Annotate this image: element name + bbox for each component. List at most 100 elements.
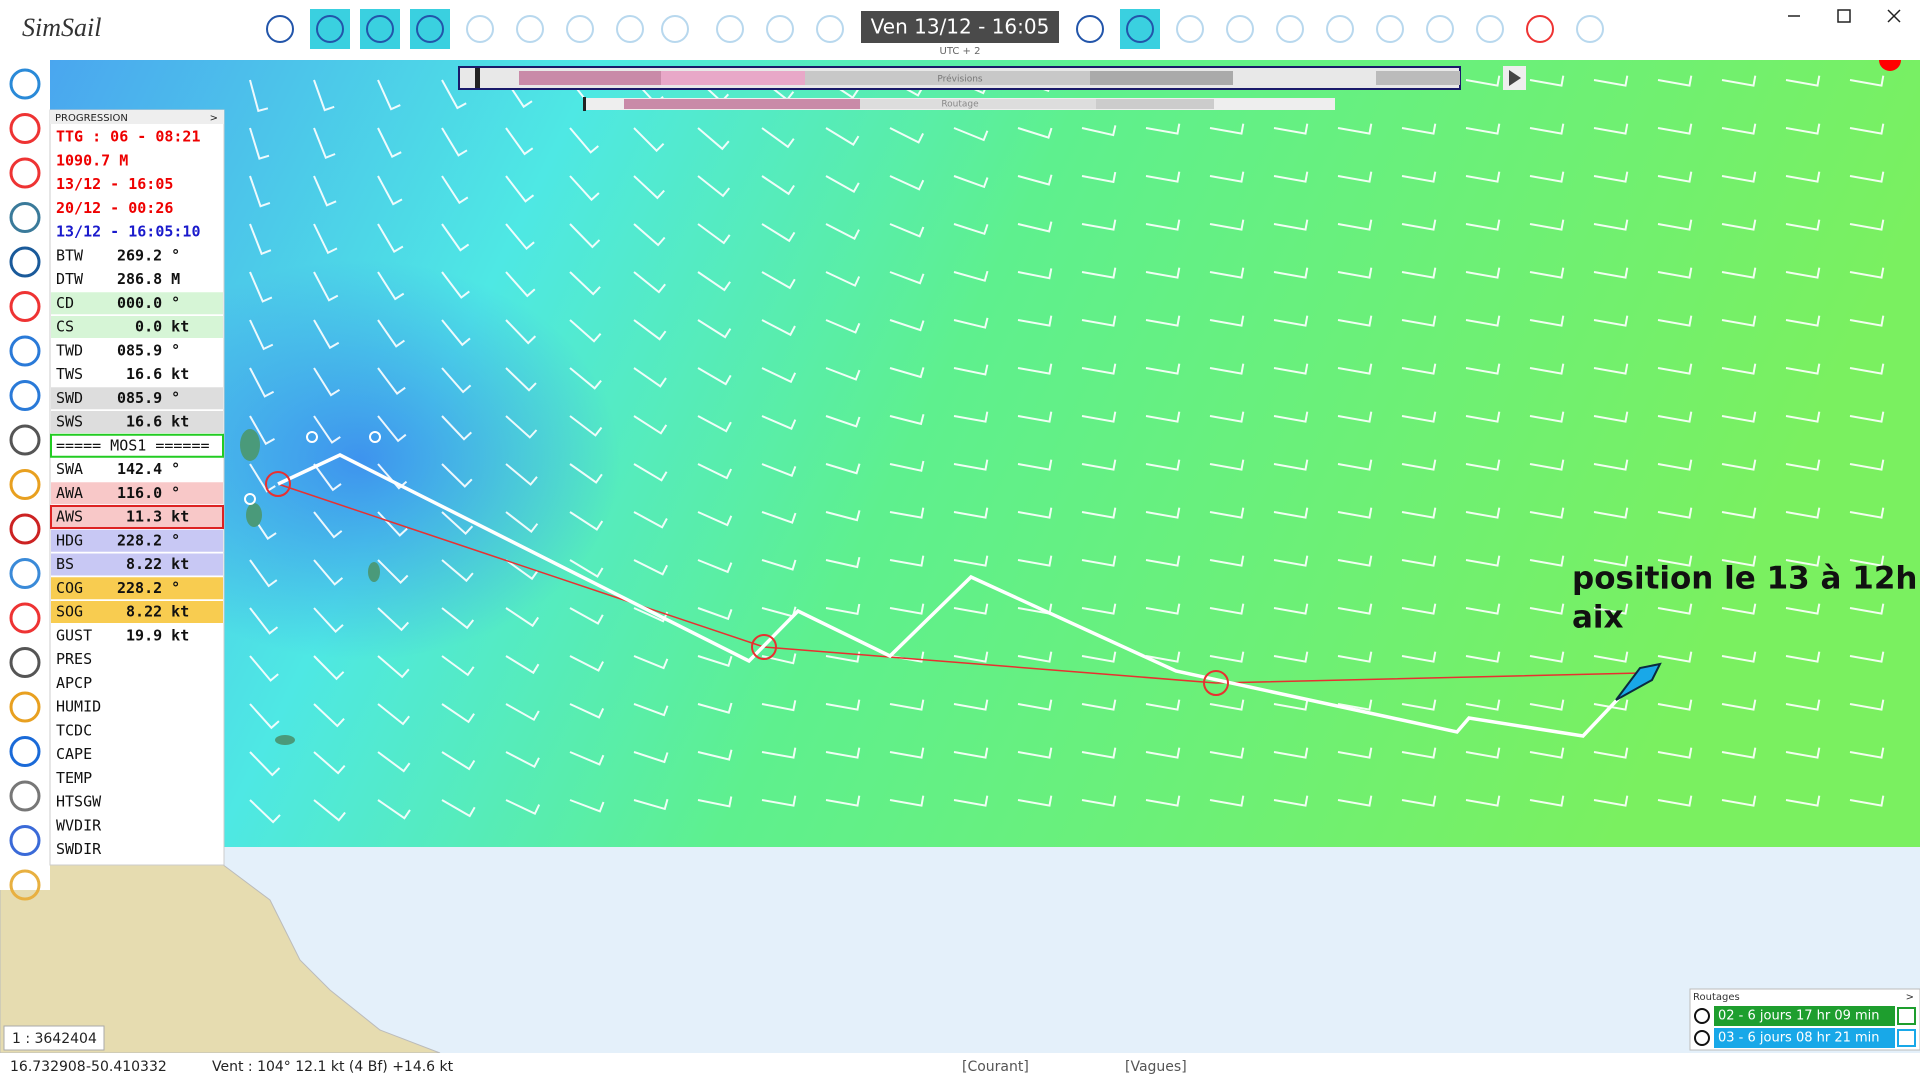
tool-icon[interactable] xyxy=(1126,15,1154,43)
tool-icon[interactable] xyxy=(566,15,594,43)
wind-barb xyxy=(953,223,989,236)
wind-barb xyxy=(313,559,344,586)
tool-icon[interactable] xyxy=(466,15,494,43)
side-icon[interactable] xyxy=(9,602,41,634)
wind-barb xyxy=(505,415,538,439)
wind-barb xyxy=(1145,555,1181,567)
tool-icon[interactable] xyxy=(1426,15,1454,43)
wind-barb xyxy=(1273,315,1309,327)
side-icon[interactable] xyxy=(9,68,41,100)
side-icon[interactable] xyxy=(9,335,41,367)
side-icon[interactable] xyxy=(9,869,41,901)
tool-icon[interactable] xyxy=(1176,15,1204,43)
routing-item: 02 - 6 jours 17 hr 09 min xyxy=(1718,1009,1880,1024)
wind-barb xyxy=(953,603,989,615)
tool-icon[interactable] xyxy=(1376,15,1404,43)
date-box[interactable] xyxy=(861,11,1059,43)
tool-icon[interactable] xyxy=(766,15,794,43)
wind-barb xyxy=(1273,651,1309,663)
side-icon[interactable] xyxy=(9,691,41,723)
wind-barb xyxy=(889,747,925,759)
routings-toggle[interactable]: > xyxy=(1906,992,1914,1003)
wind-barb xyxy=(1593,219,1629,231)
wind-barb xyxy=(633,127,665,153)
side-icon[interactable] xyxy=(9,469,41,500)
wind-barb xyxy=(249,319,274,351)
tool-icon[interactable] xyxy=(1326,15,1354,43)
tool-icon[interactable] xyxy=(1226,15,1254,43)
visibility-toggle[interactable] xyxy=(1694,1008,1710,1024)
toolbar-icons xyxy=(266,9,1604,49)
tool-icon[interactable] xyxy=(816,15,844,43)
wind-barb xyxy=(1081,267,1117,279)
row-label: TCDC xyxy=(56,721,92,739)
longitude: -50.410332 xyxy=(86,1059,167,1075)
side-icon[interactable] xyxy=(9,157,41,189)
side-icon[interactable] xyxy=(9,647,41,678)
wind-barb xyxy=(1081,747,1117,759)
wind-barb xyxy=(505,703,540,722)
wind-barb xyxy=(313,415,341,444)
tool-icon[interactable] xyxy=(616,15,644,43)
maximize[interactable] xyxy=(1837,9,1851,23)
wind-barb xyxy=(441,79,467,110)
tool-icon[interactable] xyxy=(516,15,544,43)
side-icon[interactable] xyxy=(9,291,41,322)
tool-icon[interactable] xyxy=(366,15,394,43)
tool-icon[interactable] xyxy=(1076,15,1104,43)
routing-close[interactable] xyxy=(1897,1007,1916,1025)
forecast-segment xyxy=(805,71,1090,85)
wind-barb xyxy=(1721,555,1757,567)
side-icon[interactable] xyxy=(9,780,41,812)
routing-bg[interactable] xyxy=(1714,1006,1895,1026)
wind-barb xyxy=(1401,219,1437,231)
routing-cursor[interactable] xyxy=(583,97,586,111)
forecast-cursor[interactable] xyxy=(475,68,480,88)
wind-barb xyxy=(569,655,604,672)
close[interactable] xyxy=(1887,9,1901,23)
wind-barb xyxy=(249,127,270,160)
wind-barb xyxy=(1785,411,1821,423)
side-icon[interactable] xyxy=(9,202,41,233)
row-value: 228.2 ° xyxy=(117,531,180,549)
row-value: 142.4 ° xyxy=(117,460,180,478)
wind-barb xyxy=(761,127,795,149)
tool-icon[interactable] xyxy=(1276,15,1304,43)
routing-close[interactable] xyxy=(1897,1029,1916,1047)
wind-barb xyxy=(761,559,797,571)
wind-barb xyxy=(441,415,472,441)
tool-icon[interactable] xyxy=(1576,15,1604,43)
side-icon[interactable] xyxy=(9,380,41,411)
tool-icon[interactable] xyxy=(266,15,294,43)
wind-barb xyxy=(1785,699,1821,711)
wind-barb xyxy=(1721,123,1757,135)
side-icon[interactable] xyxy=(9,513,41,545)
panel-toggle[interactable]: > xyxy=(210,113,218,124)
route-marks xyxy=(265,471,1229,696)
tool-icon[interactable] xyxy=(316,15,344,43)
side-icon[interactable] xyxy=(9,246,41,278)
routing-bg[interactable] xyxy=(1714,1028,1895,1048)
wind-barb xyxy=(1273,123,1309,135)
wind-barb xyxy=(1529,123,1565,135)
forecast-segment xyxy=(1376,71,1460,85)
visibility-toggle[interactable] xyxy=(1694,1030,1710,1046)
tool-icon[interactable] xyxy=(416,15,444,43)
side-icon[interactable] xyxy=(9,424,41,456)
wind-barb xyxy=(1081,651,1117,663)
side-icon[interactable] xyxy=(9,558,41,589)
wind-barb xyxy=(1401,171,1437,183)
tool-icon[interactable] xyxy=(1526,15,1554,43)
tool-icon[interactable] xyxy=(1476,15,1504,43)
tool-icon[interactable] xyxy=(661,15,689,43)
wind-barb xyxy=(1657,363,1693,375)
panel-line: 13/12 - 16:05 xyxy=(56,175,173,193)
wind-barb xyxy=(1593,795,1629,807)
side-icon[interactable] xyxy=(9,736,41,767)
wind-barb xyxy=(1721,171,1757,183)
side-icon[interactable] xyxy=(9,825,41,856)
wind-barb xyxy=(953,127,989,142)
row-bg xyxy=(51,316,223,338)
side-icon[interactable] xyxy=(9,113,41,144)
tool-icon[interactable] xyxy=(716,15,744,43)
